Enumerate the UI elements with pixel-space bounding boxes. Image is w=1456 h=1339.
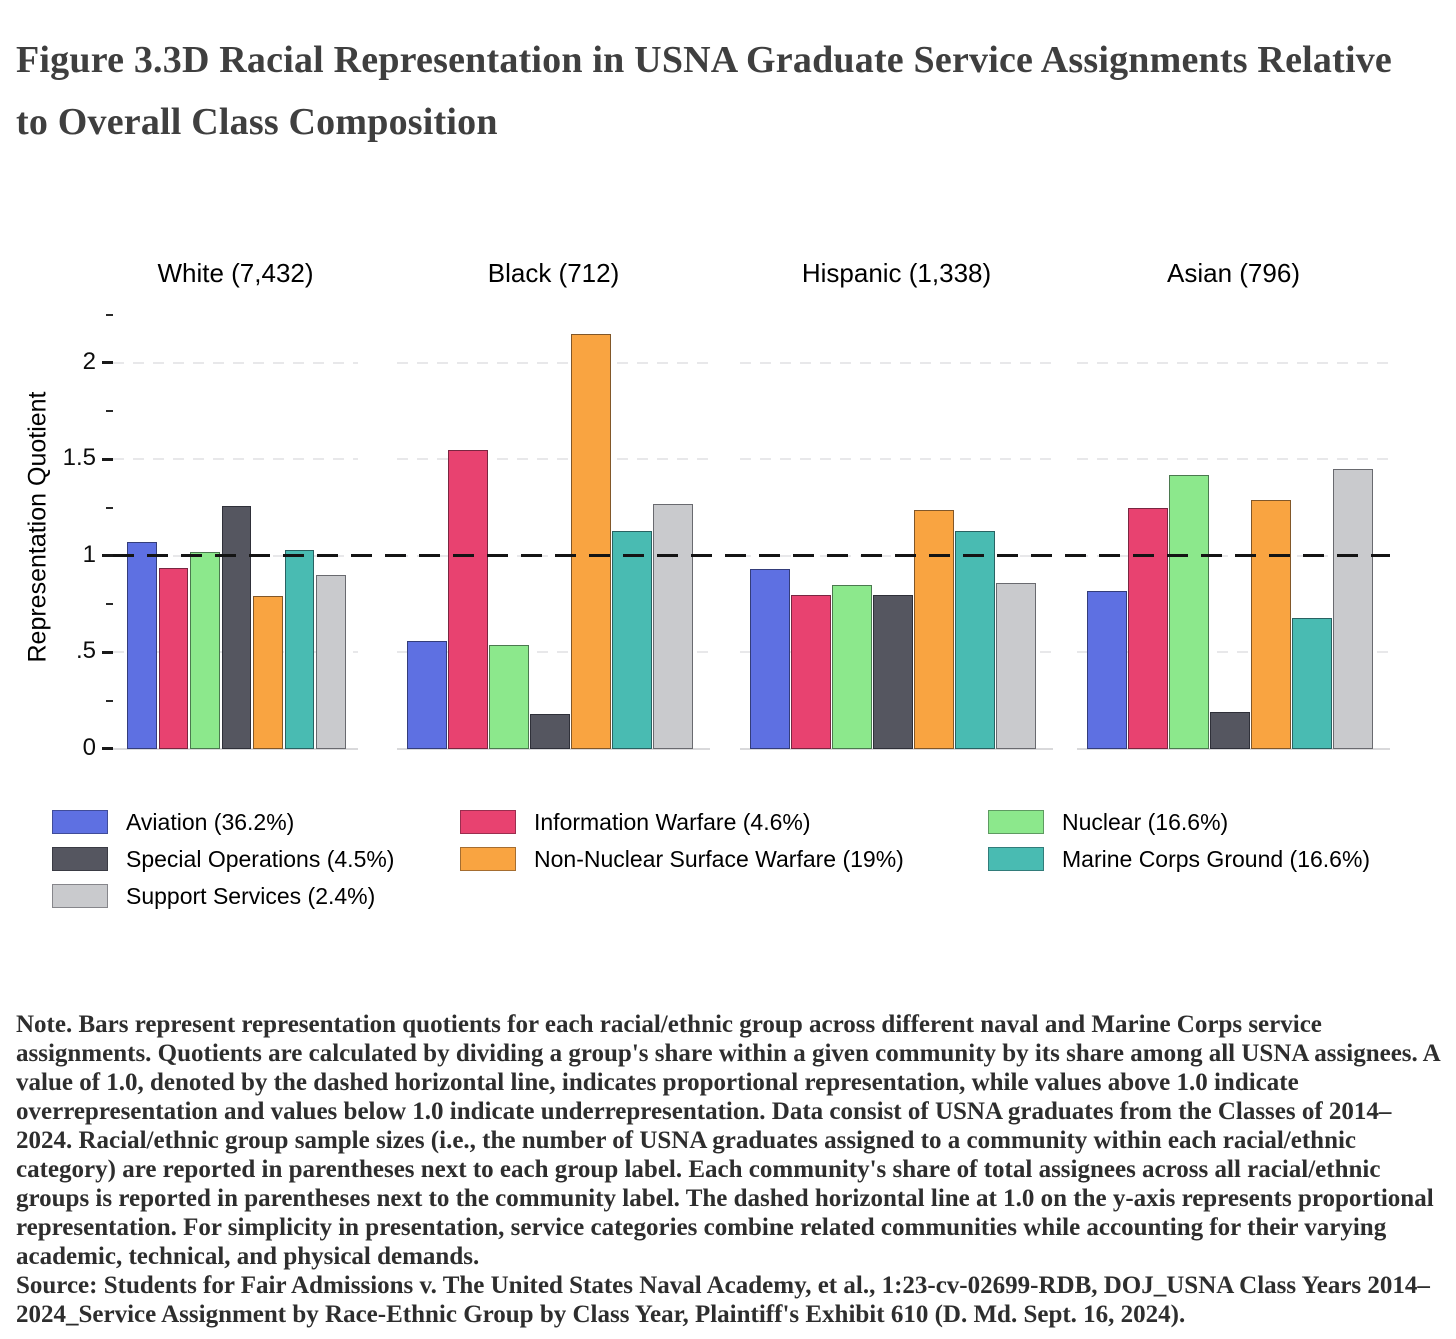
legend-label-nuclear: Nuclear (16.6%) xyxy=(1062,808,1229,835)
bar-hispanic-special-operations xyxy=(873,594,913,749)
information-warfare-swatch xyxy=(460,810,516,835)
reference-line xyxy=(113,554,1390,558)
bar-white-support-services xyxy=(316,575,346,749)
bar-black-special-operations xyxy=(530,714,570,749)
gridline xyxy=(397,458,710,461)
legend-label-marine-corps-ground: Marine Corps Ground (16.6%) xyxy=(1062,845,1371,872)
bar-hispanic-information-warfare xyxy=(791,594,831,749)
bar-black-aviation xyxy=(407,640,447,749)
gridline xyxy=(113,361,358,364)
y-tick-label: 1 xyxy=(82,540,96,568)
panel-title-white: White (7,432) xyxy=(157,257,314,288)
y-tick-minor xyxy=(106,603,113,606)
x-baseline xyxy=(1077,747,1390,750)
panel-title-hispanic: Hispanic (1,338) xyxy=(801,257,992,288)
source-text: Source: Students for Fair Admissions v. … xyxy=(16,1271,1430,1328)
y-tick-minor xyxy=(106,410,113,413)
legend-item-marine-corps-ground: Marine Corps Ground (16.6%) xyxy=(988,846,1456,873)
legend-item-special-operations: Special Operations (4.5%) xyxy=(52,846,460,873)
figure: Figure 3.3D Racial Representation in USN… xyxy=(0,25,1456,1328)
legend: Aviation (36.2%) Information Warfare (4.6… xyxy=(52,809,1456,910)
bar-black-marine-corps-ground xyxy=(612,530,652,749)
figure-title-line-1: Figure 3.3D Racial Representation in USN… xyxy=(16,39,1392,82)
legend-item-non-nuclear-surface-warfare: Non-Nuclear Surface Warfare (19%) xyxy=(460,846,988,873)
y-axis: 0 .5 1 1.5 2 xyxy=(0,306,113,761)
bar-asian-non-nuclear-surface-warfare xyxy=(1251,499,1291,749)
bar-white-nuclear xyxy=(190,552,220,749)
y-tick-label: .5 xyxy=(75,637,96,665)
legend-item-nuclear: Nuclear (16.6%) xyxy=(988,809,1456,836)
bar-black-information-warfare xyxy=(448,449,488,749)
non-nuclear-surface-warfare-swatch xyxy=(460,847,516,872)
gridline xyxy=(1077,458,1390,461)
panel-white: White (7,432) xyxy=(113,258,358,750)
bar-asian-aviation xyxy=(1087,590,1127,749)
gridline xyxy=(397,361,710,364)
y-tick-major xyxy=(102,361,113,365)
note-block: Note. Bars represent representation quot… xyxy=(16,1010,1440,1329)
legend-item-aviation: Aviation (36.2%) xyxy=(52,809,460,836)
y-tick-label: 0 xyxy=(82,733,96,761)
support-services-swatch xyxy=(52,884,108,909)
legend-label-non-nuclear-surface-warfare: Non-Nuclear Surface Warfare (19%) xyxy=(534,845,904,872)
marine-corps-ground-swatch xyxy=(988,847,1044,872)
legend-label-information-warfare: Information Warfare (4.6%) xyxy=(534,808,811,835)
special-operations-swatch xyxy=(52,847,108,872)
x-baseline xyxy=(113,747,358,750)
gridline xyxy=(740,458,1053,461)
bar-white-non-nuclear-surface-warfare xyxy=(253,596,283,749)
panel-title-black: Black (712) xyxy=(487,257,620,288)
bar-hispanic-aviation xyxy=(750,569,790,749)
gridline xyxy=(1077,361,1390,364)
panels: White (7,432) Black (712) Hispanic (1,338)… xyxy=(0,258,1456,750)
note-text: Note. Bars represent representation quot… xyxy=(16,1010,1440,1270)
bar-white-marine-corps-ground xyxy=(284,550,314,749)
bar-white-special-operations xyxy=(221,505,251,749)
bar-hispanic-nuclear xyxy=(832,584,872,749)
bar-white-information-warfare xyxy=(158,567,188,749)
y-tick-major xyxy=(102,554,113,558)
panel-asian: Asian (796) xyxy=(1077,258,1390,750)
bar-black-support-services xyxy=(653,503,693,749)
y-tick-minor xyxy=(106,506,113,509)
bar-asian-marine-corps-ground xyxy=(1292,617,1332,749)
legend-item-information-warfare: Information Warfare (4.6%) xyxy=(460,809,988,836)
legend-label-special-operations: Special Operations (4.5%) xyxy=(126,845,395,872)
bar-white-aviation xyxy=(127,542,157,749)
bar-hispanic-non-nuclear-surface-warfare xyxy=(914,509,954,749)
y-tick-label: 1.5 xyxy=(62,444,96,472)
aviation-swatch xyxy=(52,810,108,835)
y-tick-label: 2 xyxy=(82,347,96,375)
x-baseline xyxy=(740,747,1053,750)
bar-black-non-nuclear-surface-warfare xyxy=(571,333,611,749)
bar-asian-information-warfare xyxy=(1128,507,1168,749)
legend-label-support-services: Support Services (2.4%) xyxy=(126,882,376,909)
x-baseline xyxy=(397,747,710,750)
y-tick-minor xyxy=(106,313,113,316)
bar-hispanic-marine-corps-ground xyxy=(955,530,995,749)
gridline xyxy=(113,458,358,461)
nuclear-swatch xyxy=(988,810,1044,835)
bar-asian-nuclear xyxy=(1169,474,1209,749)
legend-label-aviation: Aviation (36.2%) xyxy=(126,808,295,835)
bar-hispanic-support-services xyxy=(996,582,1036,749)
bar-black-nuclear xyxy=(489,644,529,749)
y-tick-minor xyxy=(106,699,113,702)
bar-asian-special-operations xyxy=(1210,712,1250,749)
panel-title-asian: Asian (796) xyxy=(1167,257,1300,288)
figure-title: Figure 3.3D Racial Representation in USN… xyxy=(0,25,1456,153)
bar-chart: Representation Quotient 0.5 1 1.5 2 White (… xyxy=(0,179,1456,801)
gridline xyxy=(397,651,710,654)
y-tick-major xyxy=(102,650,113,654)
figure-title-line-2: to Overall Class Composition xyxy=(16,101,498,144)
y-tick-major xyxy=(102,747,113,751)
y-tick-major xyxy=(102,457,113,461)
panel-hispanic: Hispanic (1,338) xyxy=(740,258,1053,750)
panel-black: Black (712) xyxy=(397,258,710,750)
gridline xyxy=(740,361,1053,364)
gridline xyxy=(1077,651,1390,654)
legend-item-support-services: Support Services (2.4%) xyxy=(52,883,460,910)
bar-asian-support-services xyxy=(1333,469,1373,749)
